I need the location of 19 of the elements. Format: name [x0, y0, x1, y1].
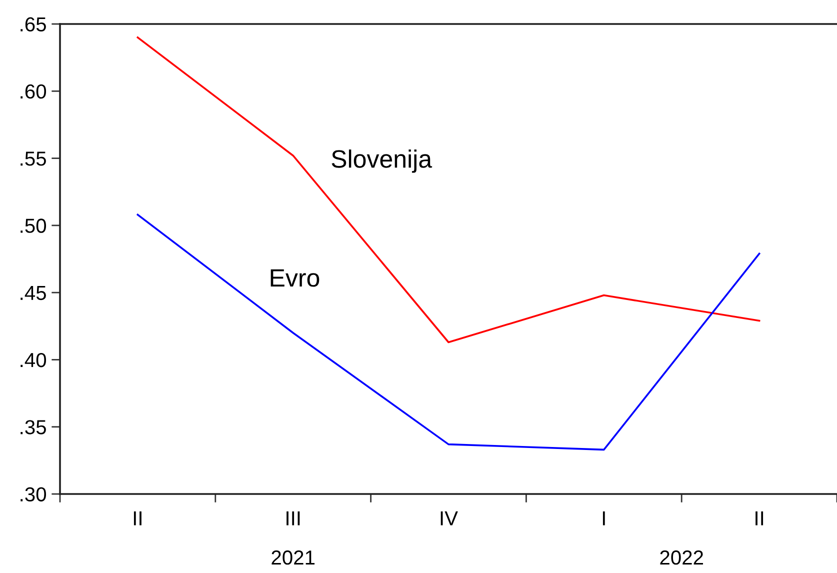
y-tick-label: .50 — [20, 218, 46, 233]
x-tick-label: II — [756, 511, 764, 526]
x-tick-label: I — [602, 511, 605, 526]
text: 2021 — [272, 550, 315, 565]
y-tick-label: .55 — [20, 152, 46, 166]
x-tick-label: II — [134, 511, 142, 526]
x-tick-label: IV — [440, 511, 458, 526]
y-tick-label: .35 — [20, 420, 46, 434]
y-tick-label: .45 — [20, 286, 46, 300]
series-label: Evro — [270, 269, 320, 287]
x-tick-label: III — [286, 511, 300, 526]
line-series — [136, 214, 760, 451]
y-tick-label: .65 — [20, 17, 46, 32]
y-tick-label: .30 — [20, 487, 46, 502]
text: 2022 — [660, 550, 703, 565]
series-label: Slovenija — [332, 150, 432, 173]
y-tick-label: .40 — [20, 352, 46, 368]
y-tick-label: .60 — [20, 84, 46, 99]
line-series — [136, 36, 760, 344]
